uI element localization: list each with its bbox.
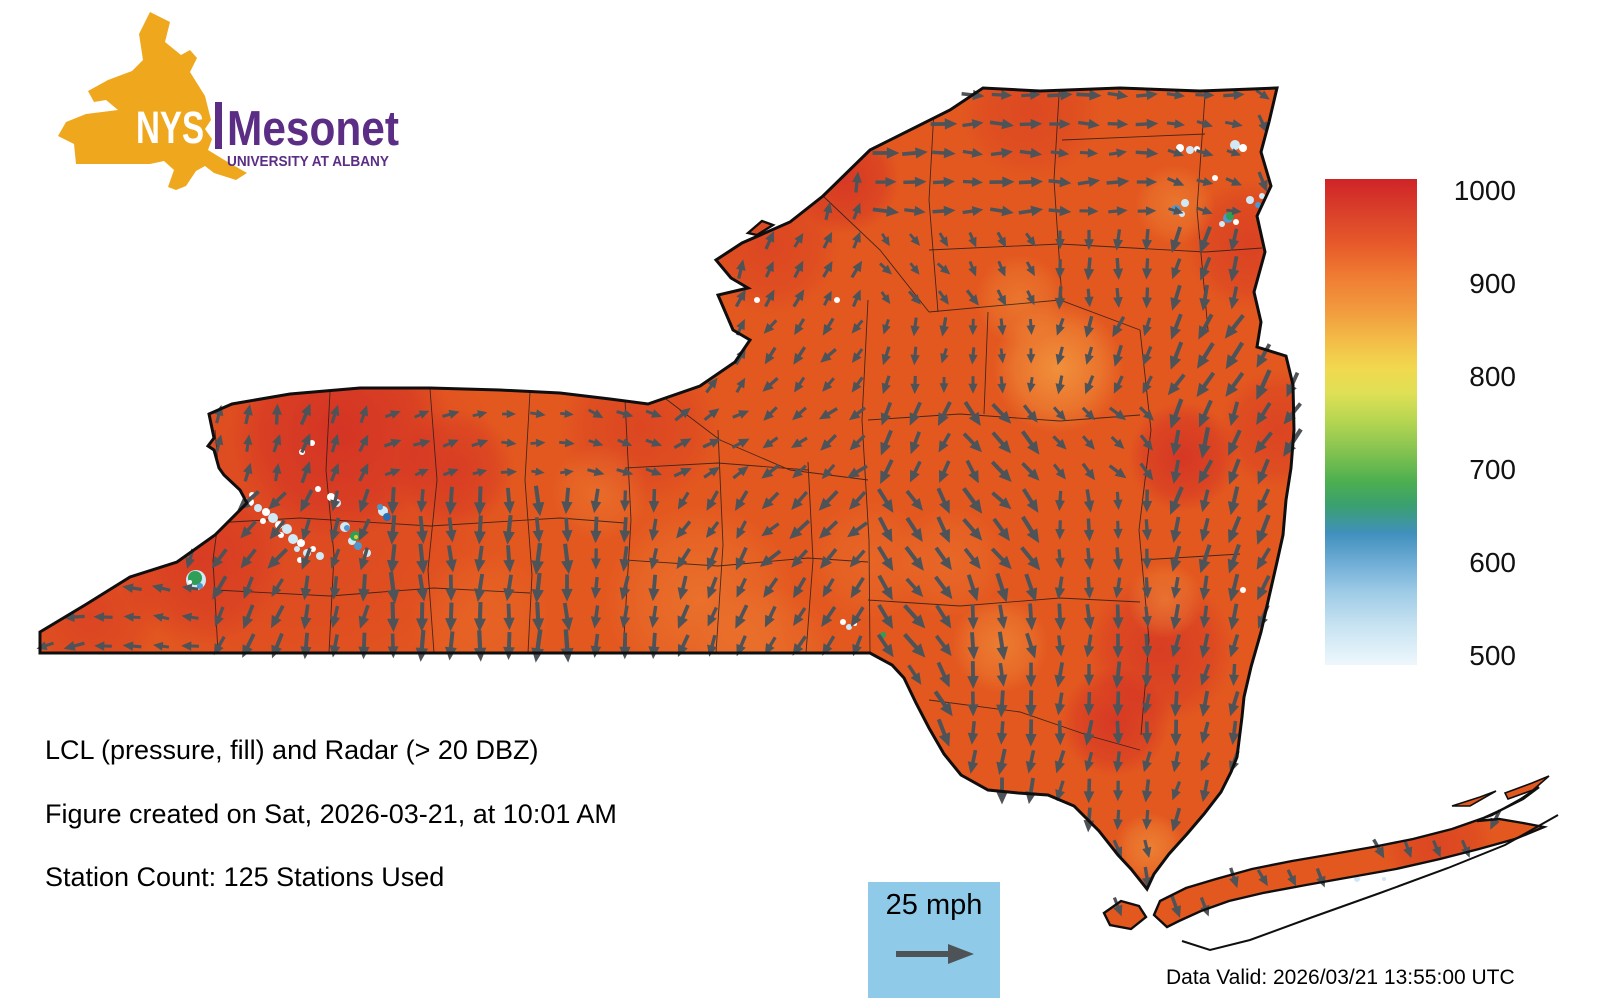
figure-created-text: Figure created on Sat, 2026-03-21, at 10… <box>45 799 617 829</box>
station-count-text: Station Count: 125 Stations Used <box>45 862 445 892</box>
ny-state-logo-shape <box>58 12 247 190</box>
wind-speed-legend: 25 mph <box>868 882 1000 998</box>
colorbar-tick-1000: 1000 <box>1453 175 1516 206</box>
state-outline <box>38 86 1559 952</box>
colorbar-tick-500: 500 <box>1469 640 1516 671</box>
logo-tagline: UNIVERSITY AT ALBANY <box>227 153 389 170</box>
data-valid-timestamp: Data Valid: 2026/03/21 13:55:00 UTC <box>1166 966 1515 989</box>
wind-speed-label: 25 mph <box>885 889 983 921</box>
wind-scale-arrow-icon <box>896 944 974 964</box>
logo-name: Mesonet <box>227 102 399 156</box>
colorbar-tick-700: 700 <box>1469 454 1516 485</box>
colorbar-tick-900: 900 <box>1469 268 1516 299</box>
logo-divider-bar <box>215 102 222 149</box>
colorbar-tick-600: 600 <box>1469 547 1516 578</box>
nys-mesonet-logo: NYS Mesonet UNIVERSITY AT ALBANY <box>58 12 399 190</box>
colorbar-tick-800: 800 <box>1469 361 1516 392</box>
logo-acronym: NYS <box>136 102 204 153</box>
barrier-island-line <box>1181 814 1559 952</box>
figure-title: LCL (pressure, fill) and Radar (> 20 DBZ… <box>45 735 539 765</box>
wind-arrows <box>36 89 1502 918</box>
lcl-pressure-colorbar <box>1325 179 1417 665</box>
